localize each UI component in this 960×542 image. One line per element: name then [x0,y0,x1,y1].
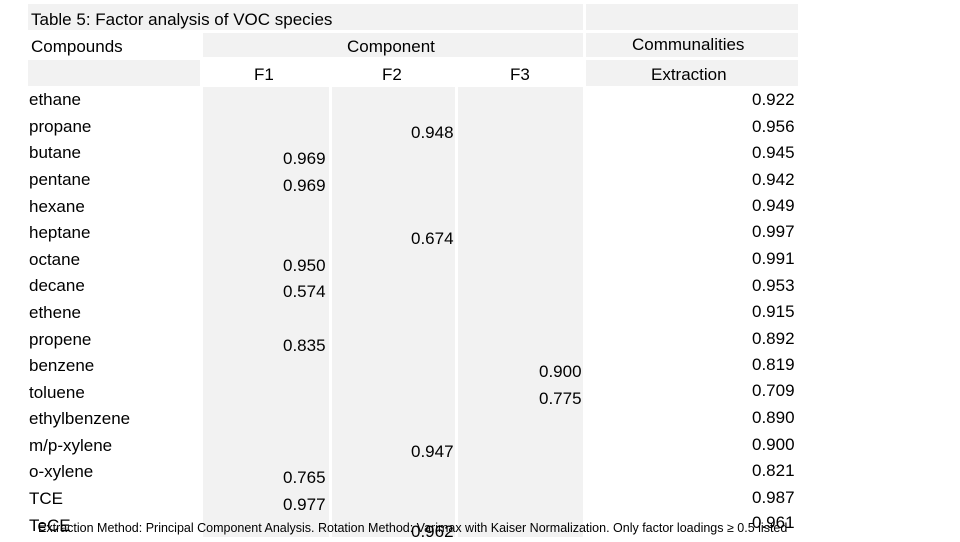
compound-name: TeCE [29,516,71,535]
extraction-value: 0.819 [752,355,795,374]
component-header-bg [203,33,583,57]
table-title: Table 5: Factor analysis of VOC species [31,10,333,29]
header-row2-right-bg [586,33,798,57]
communalities-header: Communalities [632,35,745,54]
f1-header: F1 [254,65,274,84]
extraction-value: 0.997 [752,222,795,241]
loading-f1: 0.835 [283,336,326,355]
f2-col-body-bg [332,87,455,537]
loading-f3: 0.775 [539,389,582,408]
compound-name: propane [29,117,92,136]
compound-name: pentane [29,170,91,189]
f1-col-body-bg [203,87,329,537]
loading-f1: 0.574 [283,282,326,301]
loading-f2: 0.948 [411,123,454,142]
f2-header: F2 [382,65,402,84]
extraction-value: 0.709 [752,381,795,400]
extraction-value: 0.945 [752,143,795,162]
compound-name: octane [29,250,81,269]
extraction-value: 0.900 [752,435,795,454]
compound-name: ethylbenzene [29,409,131,428]
extraction-value: 0.892 [752,329,795,348]
compound-name: TCE [29,489,63,508]
f3-header: F3 [510,65,530,84]
f3-col-body-bg [458,87,583,537]
loading-f1: 0.969 [283,176,326,195]
title-cell-bg [28,4,583,30]
compound-name: ethane [29,90,81,109]
extraction-value: 0.949 [752,196,795,215]
compound-name: m/p-xylene [29,436,113,455]
extraction-value: 0.890 [752,408,795,427]
compound-name: decane [29,276,85,295]
compound-name: benzene [29,356,95,375]
extraction-header: Extraction [651,65,727,84]
compound-name: hexane [29,197,85,216]
compounds-header: Compounds [31,37,123,56]
loading-f1: 0.765 [283,468,326,487]
component-header: Component [347,37,435,56]
extraction-value: 0.956 [752,117,795,136]
extraction-value: 0.915 [752,302,795,321]
extraction-value: 0.991 [752,249,795,268]
compound-name: o-xylene [29,462,94,481]
extraction-value: 0.922 [752,90,795,109]
loading-f1: 0.950 [283,256,326,275]
header-row3-left-bg [28,60,200,86]
header-row3-right-bg [586,60,798,86]
extraction-value: 0.961 [752,513,795,532]
loading-f1: 0.969 [283,149,326,168]
loading-f2: 0.947 [411,442,454,461]
compound-name: propene [29,330,92,349]
extraction-value: 0.821 [752,461,795,480]
loading-f2: 0.674 [411,229,454,248]
compound-name: heptane [29,223,91,242]
loading-f1: 0.977 [283,495,326,514]
extraction-value: 0.953 [752,276,795,295]
extraction-value: 0.987 [752,488,795,507]
extraction-value: 0.942 [752,170,795,189]
compound-name: butane [29,143,81,162]
compound-name: toluene [29,383,85,402]
loading-f2: 0.962 [411,522,454,541]
compound-name: ethene [29,303,81,322]
table-footnote: Extraction Method: Principal Component A… [38,521,788,535]
loading-f3: 0.900 [539,362,582,381]
header-right-cell-bg [586,4,798,30]
